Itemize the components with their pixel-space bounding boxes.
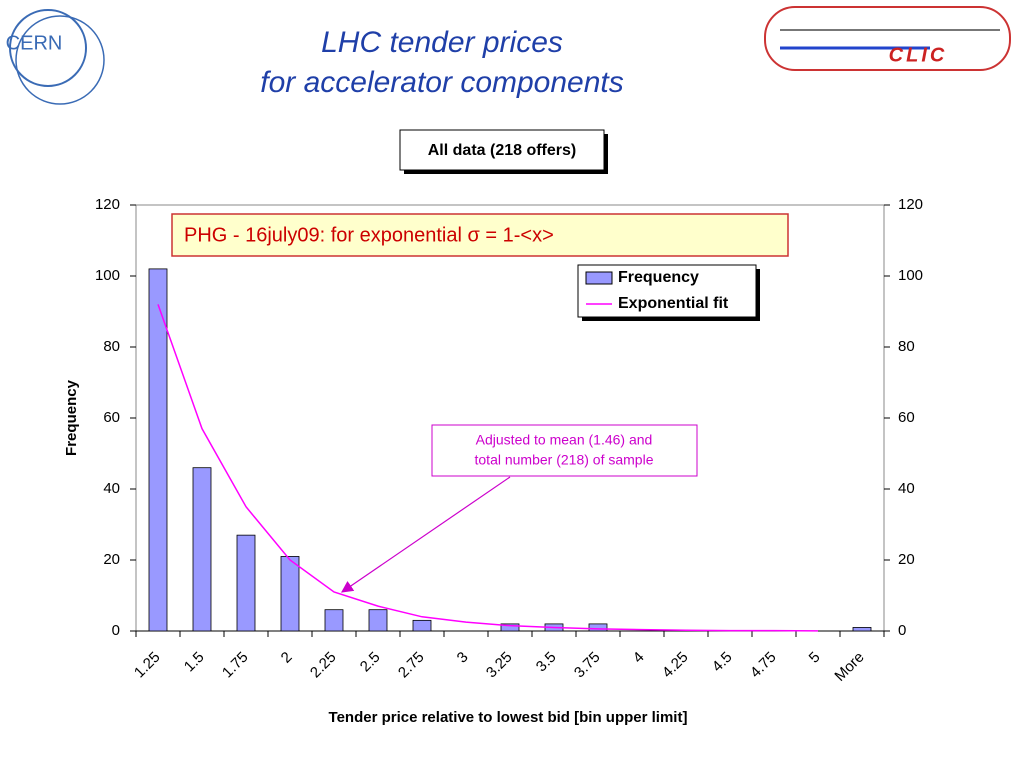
x-tick-label: 4.25 bbox=[659, 649, 692, 682]
x-tick-label: 5 bbox=[806, 649, 824, 667]
chart-title: All data (218 offers) bbox=[428, 142, 576, 159]
x-tick-label: 3.5 bbox=[533, 649, 560, 676]
x-axis-label: Tender price relative to lowest bid [bin… bbox=[329, 709, 688, 726]
bar bbox=[852, 627, 872, 632]
x-tick-label: 1.25 bbox=[131, 649, 164, 682]
y-tick-label: 120 bbox=[95, 196, 120, 213]
bar bbox=[148, 268, 168, 632]
annotation-box bbox=[431, 424, 698, 477]
bar bbox=[192, 467, 212, 632]
annotation-arrow bbox=[341, 476, 511, 593]
y2-tick-label: 20 bbox=[898, 551, 915, 568]
y-tick-label: 80 bbox=[103, 338, 120, 355]
bar bbox=[324, 609, 344, 632]
x-tick-label: 2 bbox=[278, 649, 296, 667]
y-tick-label: 40 bbox=[103, 480, 120, 497]
chart-title-box bbox=[399, 129, 605, 171]
y-tick-label: 100 bbox=[95, 267, 120, 284]
annotation: PHG - 16july09: for exponential σ = 1-<x… bbox=[184, 224, 554, 246]
annotation: Adjusted to mean (1.46) and bbox=[476, 432, 653, 448]
slide-title: for accelerator components bbox=[260, 66, 624, 99]
x-tick-label: 4.75 bbox=[747, 649, 780, 682]
annotation: total number (218) of sample bbox=[475, 452, 654, 468]
x-tick-label: 4 bbox=[630, 649, 648, 667]
x-tick-label: 2.25 bbox=[307, 649, 340, 682]
x-tick-label: More bbox=[831, 649, 867, 685]
x-tick-label: 3.25 bbox=[483, 649, 516, 682]
logo-text: CERN bbox=[6, 32, 63, 54]
y-tick-label: 20 bbox=[103, 551, 120, 568]
y-axis-label: Frequency bbox=[63, 379, 80, 456]
x-tick-label: 3 bbox=[454, 649, 472, 667]
y2-tick-label: 80 bbox=[898, 338, 915, 355]
slide-title: LHC tender prices bbox=[321, 26, 563, 59]
x-tick-label: 1.5 bbox=[181, 649, 208, 676]
logo-text: CLIC bbox=[889, 44, 948, 66]
x-tick-label: 2.75 bbox=[395, 649, 428, 682]
y2-tick-label: 60 bbox=[898, 409, 915, 426]
annotation-box bbox=[171, 213, 789, 257]
y2-tick-label: 100 bbox=[898, 267, 923, 284]
bar bbox=[500, 623, 520, 632]
bar bbox=[588, 623, 608, 632]
y2-tick-label: 0 bbox=[898, 622, 906, 639]
y2-tick-label: 120 bbox=[898, 196, 923, 213]
legend-label: Frequency bbox=[618, 269, 699, 286]
fit-line bbox=[157, 304, 819, 632]
bar bbox=[236, 534, 256, 632]
legend-label: Exponential fit bbox=[618, 295, 729, 312]
x-tick-label: 2.5 bbox=[357, 649, 384, 676]
x-tick-label: 3.75 bbox=[571, 649, 604, 682]
x-tick-label: 1.75 bbox=[219, 649, 252, 682]
bar bbox=[368, 609, 388, 632]
legend-swatch bbox=[585, 271, 613, 285]
cern-logo: CERN bbox=[6, 9, 105, 105]
x-tick-label: 4.5 bbox=[709, 649, 736, 676]
y-tick-label: 0 bbox=[112, 622, 120, 639]
y2-tick-label: 40 bbox=[898, 480, 915, 497]
bar bbox=[280, 556, 300, 632]
bar bbox=[412, 619, 432, 632]
clic-logo: CLIC bbox=[764, 6, 1011, 71]
y-tick-label: 60 bbox=[103, 409, 120, 426]
